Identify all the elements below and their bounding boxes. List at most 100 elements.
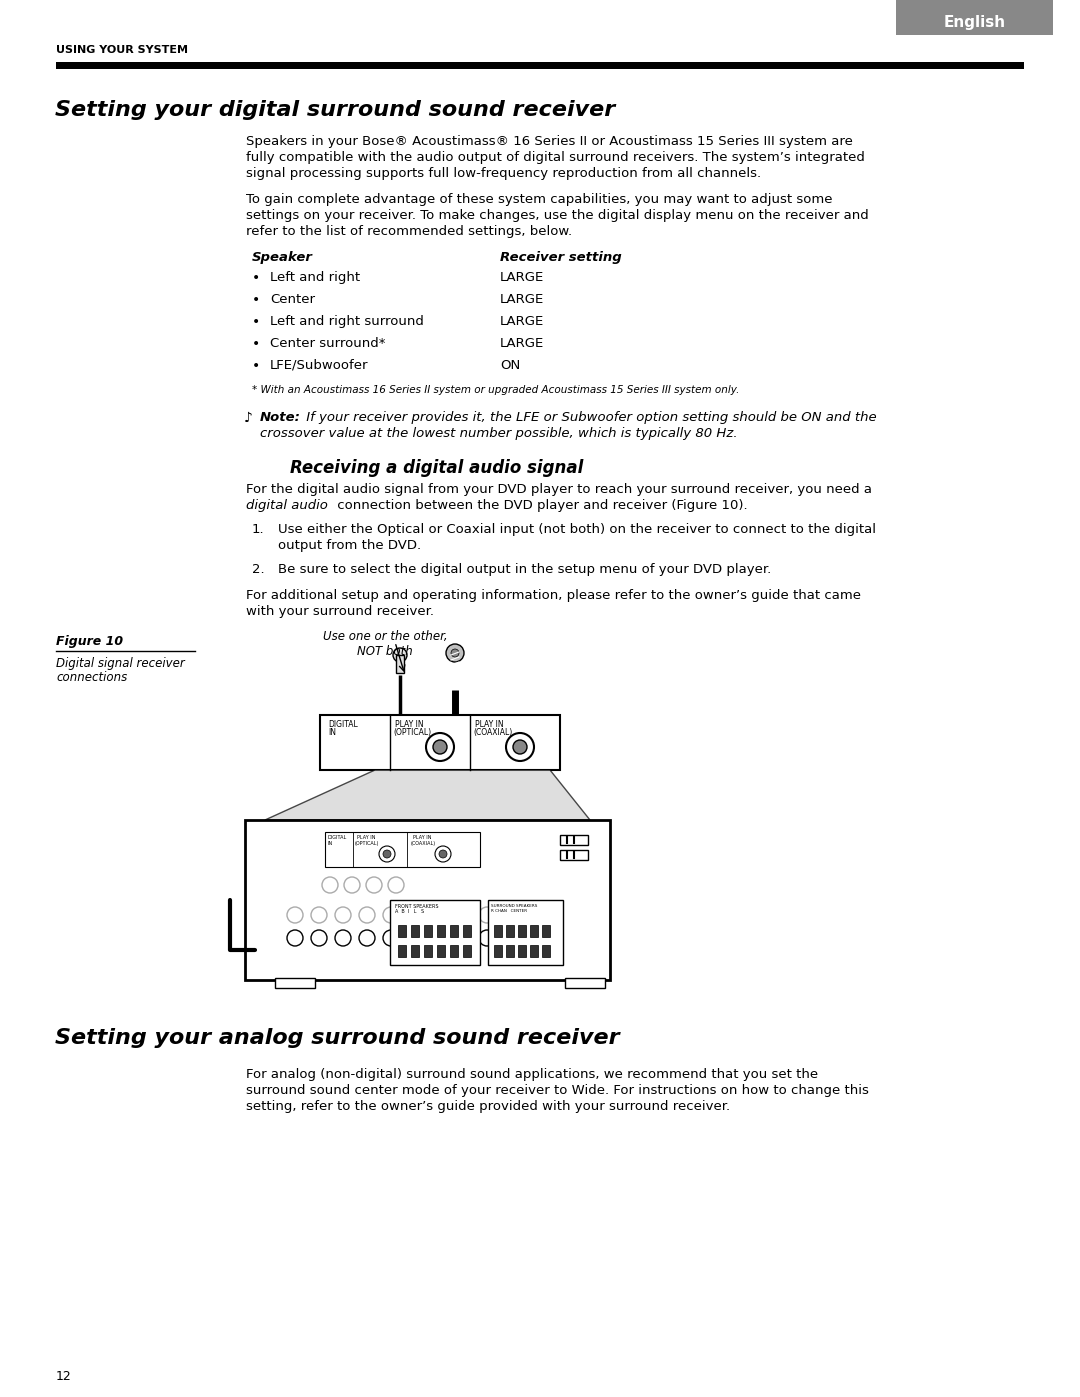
Text: LFE/Subwoofer: LFE/Subwoofer <box>270 359 368 372</box>
Text: •: • <box>252 271 260 285</box>
Text: PLAY IN: PLAY IN <box>413 835 432 840</box>
Circle shape <box>433 740 447 754</box>
Bar <box>507 944 514 957</box>
Text: IN: IN <box>328 728 336 738</box>
Bar <box>565 978 605 988</box>
Text: 12: 12 <box>56 1370 71 1383</box>
Bar <box>275 978 315 988</box>
Text: refer to the list of recommended settings, below.: refer to the list of recommended setting… <box>246 225 572 237</box>
Text: Left and right surround: Left and right surround <box>270 314 423 328</box>
Text: 1.: 1. <box>252 522 265 536</box>
Text: Note:: Note: <box>260 411 301 425</box>
Text: Be sure to select the digital output in the setup menu of your DVD player.: Be sure to select the digital output in … <box>278 563 771 576</box>
Text: •: • <box>252 359 260 373</box>
Text: PLAY IN: PLAY IN <box>395 719 423 729</box>
Circle shape <box>393 648 407 662</box>
Bar <box>325 833 480 868</box>
Circle shape <box>426 733 454 761</box>
Text: USING YOUR SYSTEM: USING YOUR SYSTEM <box>56 45 188 54</box>
Text: English: English <box>944 14 1007 29</box>
Text: Speaker: Speaker <box>252 251 313 264</box>
Text: Left and right: Left and right <box>270 271 360 284</box>
Text: Center surround*: Center surround* <box>270 337 386 351</box>
Bar <box>437 925 445 937</box>
Text: fully compatible with the audio output of digital surround receivers. The system: fully compatible with the audio output o… <box>246 151 865 163</box>
Text: Setting your digital surround sound receiver: Setting your digital surround sound rece… <box>55 101 616 120</box>
Text: •: • <box>252 293 260 307</box>
Circle shape <box>383 849 391 858</box>
Text: If your receiver provides it, the LFE or Subwoofer option setting should be ON a: If your receiver provides it, the LFE or… <box>302 411 877 425</box>
Circle shape <box>513 740 527 754</box>
Text: FRONT SPEAKERS: FRONT SPEAKERS <box>395 904 438 909</box>
Circle shape <box>379 847 395 862</box>
Bar <box>542 925 550 937</box>
Bar <box>488 900 563 965</box>
Text: For analog (non-digital) surround sound applications, we recommend that you set : For analog (non-digital) surround sound … <box>246 1067 819 1081</box>
Bar <box>411 944 419 957</box>
Text: with your surround receiver.: with your surround receiver. <box>246 605 434 617</box>
Bar <box>494 944 502 957</box>
Text: Use either the Optical or Coaxial input (not both) on the receiver to connect to: Use either the Optical or Coaxial input … <box>278 522 876 536</box>
Text: Use one or the other,: Use one or the other, <box>323 630 447 643</box>
Text: IN: IN <box>328 841 334 847</box>
Text: Receiver setting: Receiver setting <box>500 251 622 264</box>
Bar <box>542 944 550 957</box>
Bar <box>463 944 471 957</box>
Text: SURROUND SPEAKERS: SURROUND SPEAKERS <box>491 904 538 908</box>
Text: DIGITAL: DIGITAL <box>328 719 357 729</box>
Text: NOT both: NOT both <box>357 645 413 658</box>
Text: PLAY IN: PLAY IN <box>475 719 503 729</box>
Bar <box>396 655 404 673</box>
Text: Setting your analog surround sound receiver: Setting your analog surround sound recei… <box>55 1028 620 1048</box>
Text: ♪: ♪ <box>244 411 253 425</box>
Text: digital audio: digital audio <box>246 499 328 511</box>
Text: connection between the DVD player and receiver (Figure 10).: connection between the DVD player and re… <box>333 499 747 511</box>
Text: crossover value at the lowest number possible, which is typically 80 Hz.: crossover value at the lowest number pos… <box>260 427 738 440</box>
Bar <box>494 925 502 937</box>
Text: LARGE: LARGE <box>500 337 544 351</box>
Bar <box>56 61 1024 68</box>
Circle shape <box>451 650 459 657</box>
Bar <box>437 944 445 957</box>
Text: setting, refer to the owner’s guide provided with your surround receiver.: setting, refer to the owner’s guide prov… <box>246 1099 730 1113</box>
Text: connections: connections <box>56 671 127 685</box>
Text: ON: ON <box>500 359 521 372</box>
Circle shape <box>507 733 534 761</box>
Bar <box>245 820 610 981</box>
Text: R CHAN   CENTER: R CHAN CENTER <box>491 909 527 914</box>
Text: LARGE: LARGE <box>500 271 544 284</box>
Bar <box>561 835 588 845</box>
Circle shape <box>438 849 447 858</box>
Bar <box>320 715 561 770</box>
Text: (OPTICAL): (OPTICAL) <box>393 728 431 738</box>
Text: LARGE: LARGE <box>500 314 544 328</box>
Text: Center: Center <box>270 293 315 306</box>
Bar <box>507 925 514 937</box>
Bar <box>390 900 480 965</box>
Bar <box>561 849 588 861</box>
Bar <box>399 925 406 937</box>
Text: Speakers in your Bose® Acoustimass® 16 Series II or Acoustimass 15 Series III sy: Speakers in your Bose® Acoustimass® 16 S… <box>246 136 853 148</box>
Bar <box>450 925 458 937</box>
Bar <box>463 925 471 937</box>
Text: (COAXIAL): (COAXIAL) <box>473 728 512 738</box>
Text: Figure 10: Figure 10 <box>56 636 123 648</box>
Bar <box>518 944 526 957</box>
Text: * With an Acoustimass 16 Series II system or upgraded Acoustimass 15 Series III : * With an Acoustimass 16 Series II syste… <box>252 386 740 395</box>
Text: For additional setup and operating information, please refer to the owner’s guid: For additional setup and operating infor… <box>246 590 861 602</box>
Text: 2.: 2. <box>252 563 265 576</box>
Text: For the digital audio signal from your DVD player to reach your surround receive: For the digital audio signal from your D… <box>246 483 872 496</box>
Bar <box>424 925 432 937</box>
Text: •: • <box>252 337 260 351</box>
Text: LARGE: LARGE <box>500 293 544 306</box>
Text: DIGITAL: DIGITAL <box>328 835 348 840</box>
Circle shape <box>435 847 451 862</box>
Bar <box>411 925 419 937</box>
Text: Digital signal receiver: Digital signal receiver <box>56 657 185 671</box>
Circle shape <box>446 644 464 662</box>
Text: output from the DVD.: output from the DVD. <box>278 539 421 552</box>
Bar <box>450 944 458 957</box>
Text: PLAY IN: PLAY IN <box>357 835 376 840</box>
Bar <box>518 925 526 937</box>
Polygon shape <box>265 770 590 820</box>
